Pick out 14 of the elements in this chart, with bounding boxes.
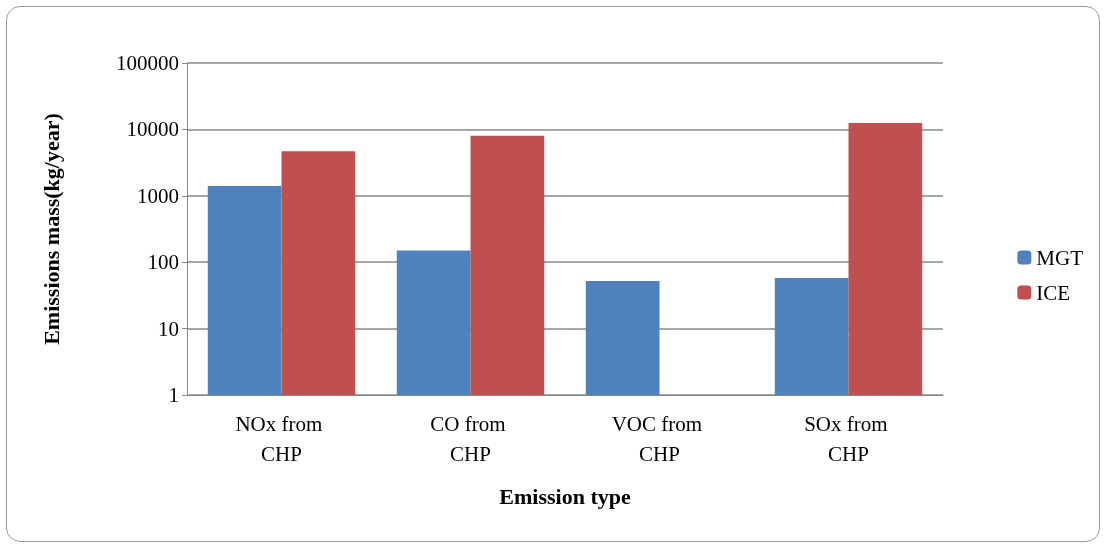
y-axis-title: Emissions mass(kg/year) [38,113,64,345]
x-tick-label: NOx from CHP [235,412,328,466]
x-tick-label: SOx from CHP [804,412,893,466]
y-tick-label: 10 [158,316,179,341]
y-tick-label: 100000 [116,51,179,75]
x-tick-label: CO from CHP [430,412,511,466]
y-tick-label: 1000 [137,183,179,208]
y-tick-label: 10000 [126,117,179,142]
y-tick-label: 1 [168,383,179,407]
legend-label: ICE [1036,280,1071,305]
x-tick-label: VOC from CHP [611,412,708,466]
x-axis-title: Emission type [499,483,631,509]
legend-label: MGT [1036,245,1084,270]
y-tick-label: 100 [147,250,179,275]
